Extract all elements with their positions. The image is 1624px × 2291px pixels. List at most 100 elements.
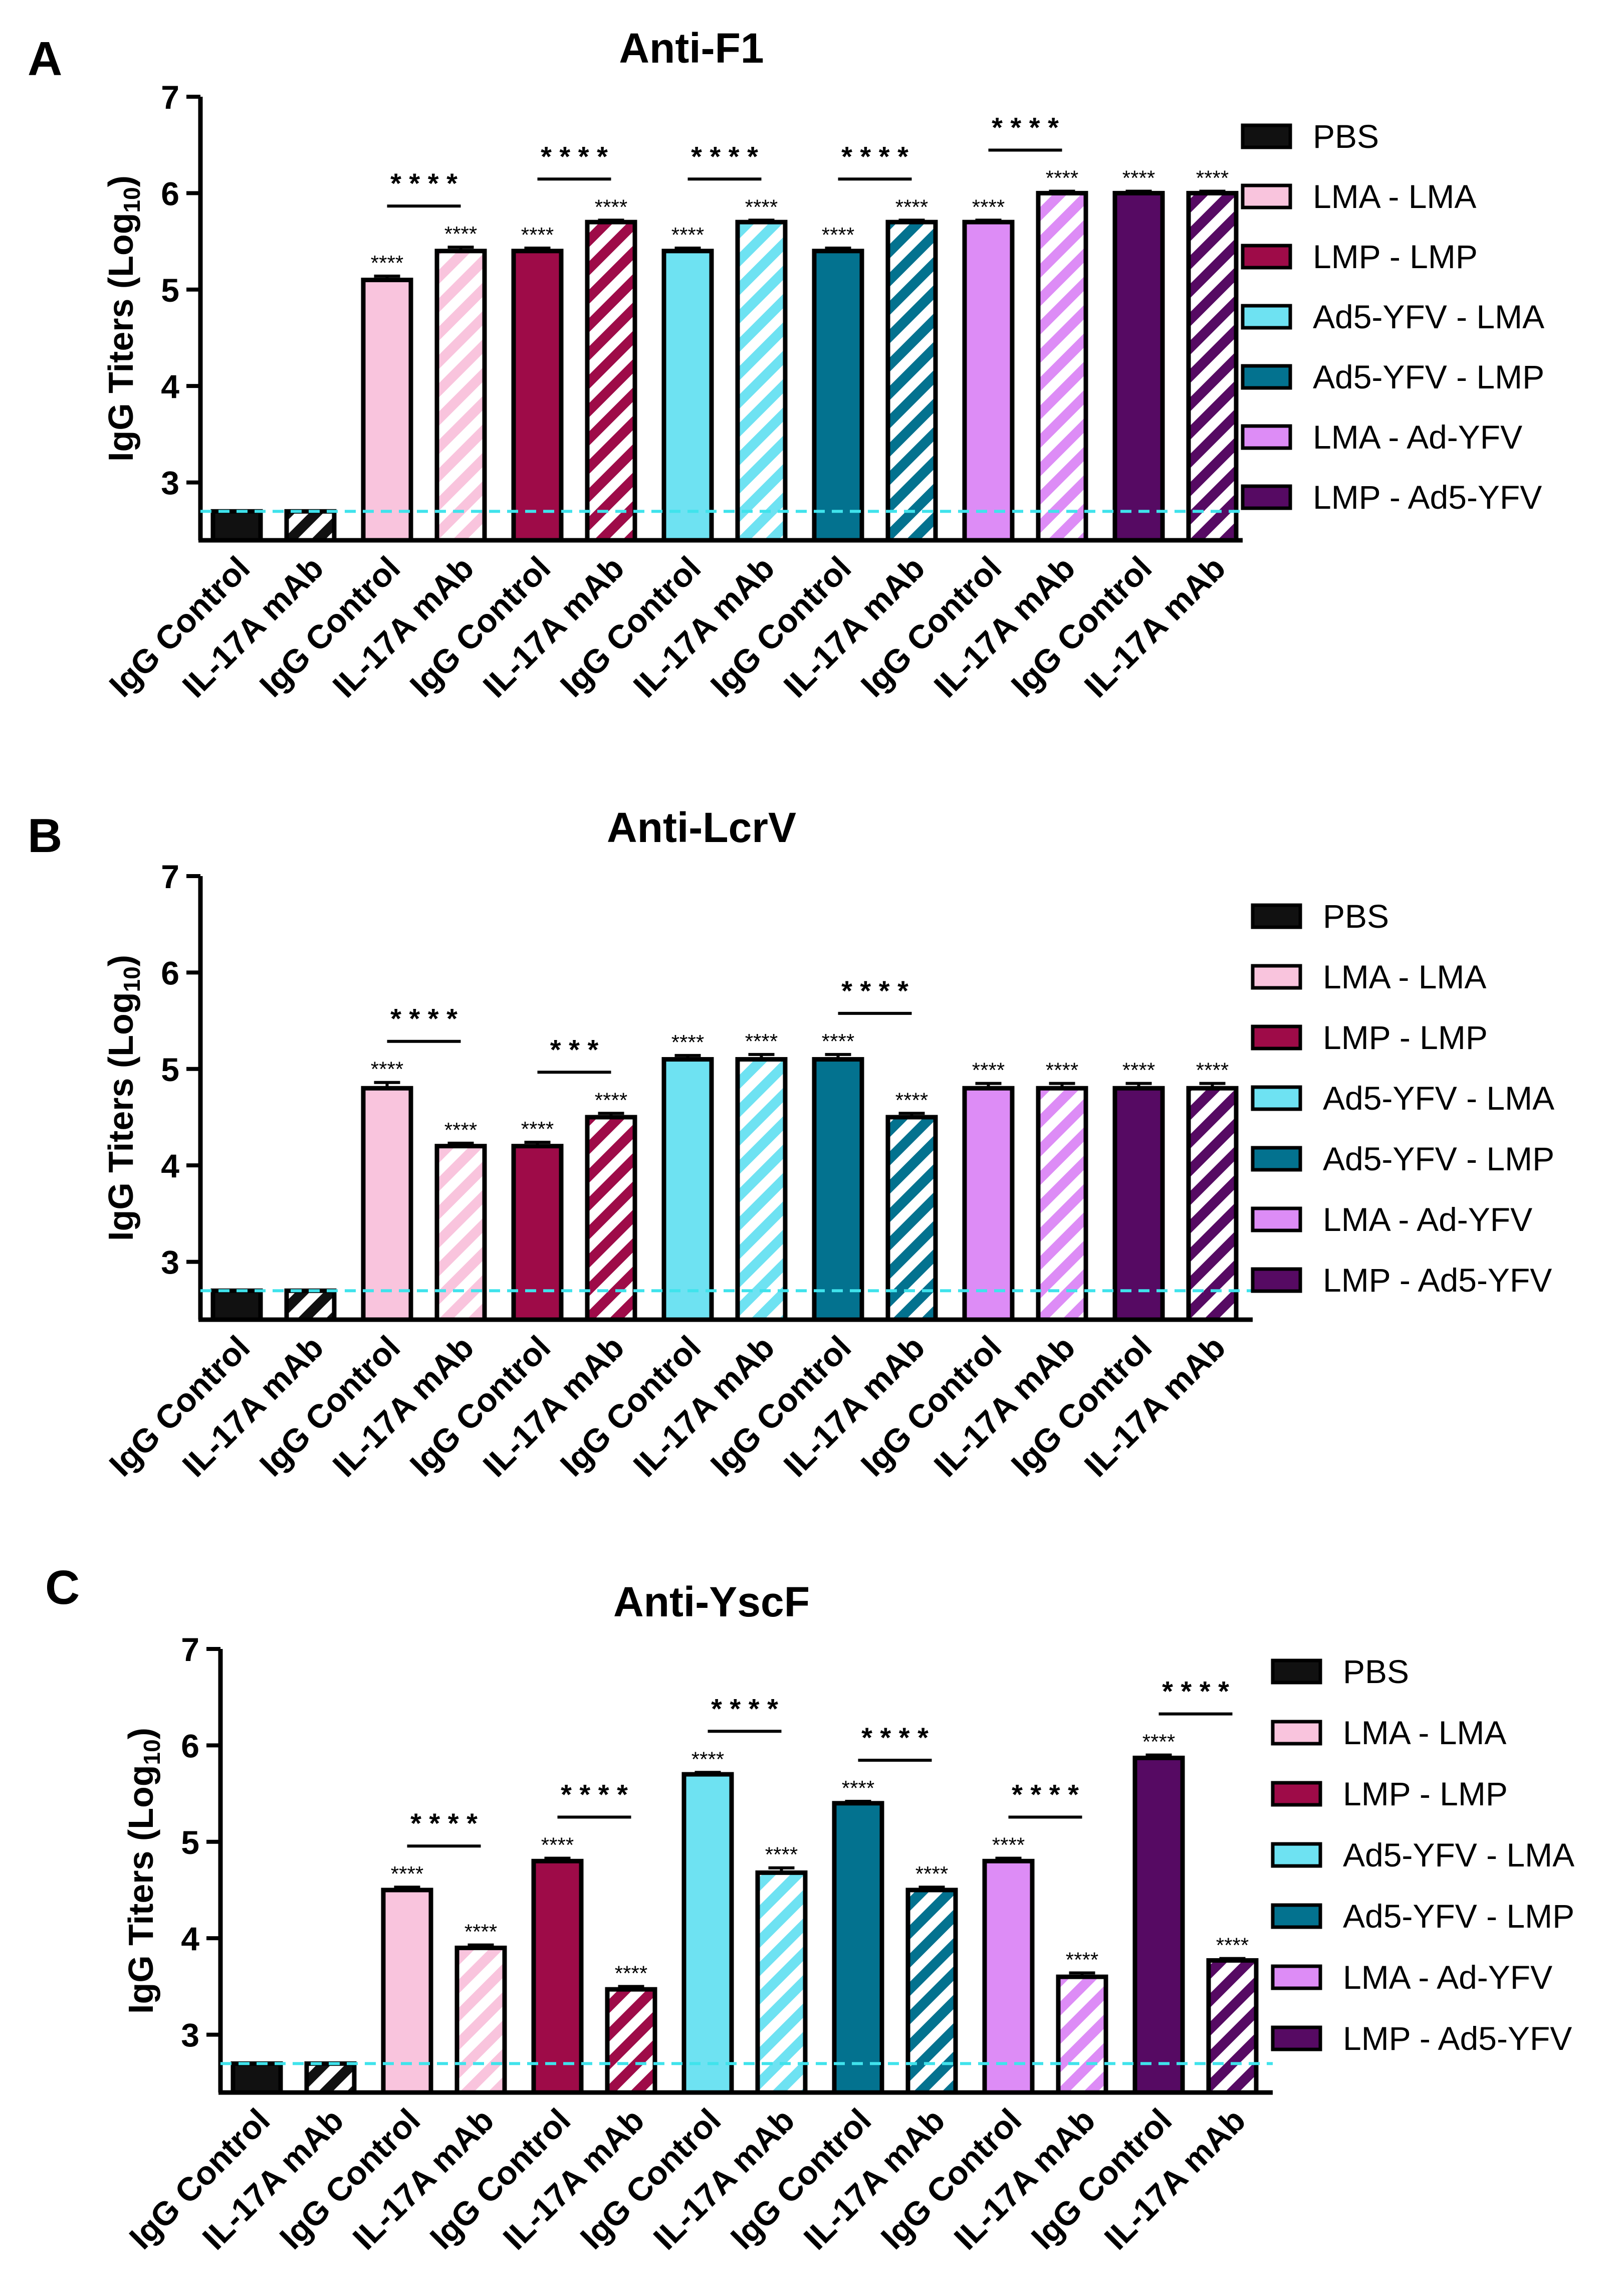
- comparison-significance: * * *: [550, 1033, 599, 1065]
- comparison-significance: * * * *: [410, 1807, 478, 1839]
- bar-significance: ****: [541, 1833, 574, 1856]
- y-axis-label: IgG Titers (Log10): [121, 1728, 165, 2014]
- comparison-significance: * * * *: [1162, 1676, 1229, 1707]
- y-tick-label: 5: [181, 1824, 199, 1861]
- legend-swatch: [1251, 1146, 1302, 1172]
- legend-label: LMA - LMA: [1313, 178, 1476, 215]
- y-tick-label: 4: [161, 1147, 179, 1184]
- comparison-significance: * * * *: [390, 1003, 457, 1034]
- legend-label: LMP - Ad5-YFV: [1313, 479, 1542, 516]
- bar-significance: ****: [465, 1920, 497, 1944]
- bar: [1036, 1086, 1088, 1322]
- chart-title: Anti-F1: [619, 25, 764, 72]
- panel-a: A Anti-F1 IgG Titers (Log10) 3 4 5 6 7 **** **** *…: [28, 25, 1544, 704]
- legend-label: LMA - LMA: [1343, 1714, 1506, 1751]
- legend-label: LMA - Ad-YFV: [1343, 1959, 1552, 1996]
- bar-significance: ****: [895, 1088, 928, 1112]
- y-tick-label: 7: [161, 79, 179, 116]
- legend-swatch: [1251, 964, 1302, 990]
- bar: [361, 278, 413, 543]
- y-tick-label: 5: [161, 1051, 179, 1088]
- bar-significance: ****: [1196, 1059, 1229, 1082]
- bar: [531, 1858, 584, 2095]
- bar: [361, 1086, 413, 1322]
- y-tick-label: 6: [161, 954, 179, 991]
- panel-letter: B: [28, 809, 62, 863]
- y-tick-label: 4: [181, 1920, 199, 1957]
- legend-label: LMP - LMP: [1323, 1019, 1488, 1056]
- bar-significance: ****: [1122, 166, 1155, 190]
- y-tick-label: 6: [161, 175, 179, 212]
- legend-label: Ad5-YFV - LMA: [1313, 298, 1544, 335]
- bar-significance: ****: [615, 1961, 647, 1985]
- bar: [511, 1144, 564, 1322]
- bar: [812, 249, 864, 543]
- bar: [661, 1057, 714, 1322]
- bar: [304, 2061, 357, 2095]
- bar: [1112, 1086, 1165, 1322]
- bar-significance: ****: [1122, 1059, 1155, 1082]
- comparison-significance: * * * *: [561, 1778, 628, 1810]
- bar-significance: ****: [1216, 1934, 1249, 1957]
- y-tick-label: 7: [161, 858, 179, 895]
- bar: [210, 1288, 263, 1322]
- legend-swatch: [1271, 1903, 1322, 1929]
- y-tick-label: 6: [181, 1727, 199, 1764]
- y-tick-label: 7: [181, 1631, 199, 1668]
- bar-significance: ****: [1046, 1059, 1078, 1082]
- bar: [434, 1144, 487, 1322]
- bar-significance: ****: [972, 195, 1005, 219]
- bar: [1112, 190, 1165, 543]
- bar-significance: ****: [822, 223, 854, 247]
- bar-significance: ****: [444, 1118, 477, 1142]
- bar: [982, 1858, 1035, 2095]
- bar-significance: ****: [671, 1030, 704, 1054]
- panel-letter: A: [28, 32, 62, 86]
- legend-label: PBS: [1323, 898, 1389, 935]
- legend-swatch: [1271, 1964, 1322, 1990]
- bar-significance: ****: [822, 1029, 854, 1053]
- bar: [511, 249, 564, 543]
- bar: [230, 2061, 283, 2095]
- legend-swatch: [1251, 903, 1302, 929]
- legend-swatch: [1271, 1842, 1322, 1868]
- bar: [454, 1945, 507, 2095]
- bar: [735, 220, 788, 543]
- legend-label: LMP - LMP: [1313, 238, 1478, 275]
- bar-significance: ****: [371, 251, 403, 275]
- comparison-significance: * * * *: [541, 140, 608, 172]
- legend-swatch: [1271, 2025, 1322, 2051]
- legend-swatch: [1241, 244, 1292, 270]
- bar-significance: ****: [671, 223, 704, 247]
- legend-label: LMA - LMA: [1323, 958, 1486, 995]
- legend-swatch: [1271, 1658, 1322, 1685]
- bar-significance: ****: [595, 1088, 627, 1112]
- y-tick-label: 5: [161, 272, 179, 309]
- bar: [661, 249, 714, 543]
- legend-label: Ad5-YFV - LMP: [1323, 1140, 1554, 1177]
- legend-label: LMP - LMP: [1343, 1775, 1508, 1812]
- comparison-significance: * * * *: [711, 1693, 778, 1724]
- bar: [755, 1870, 808, 2095]
- bar: [905, 1888, 958, 2095]
- legend-label: LMA - Ad-YFV: [1313, 419, 1522, 456]
- legend-label: LMP - Ad5-YFV: [1323, 1262, 1552, 1299]
- bar-significance: ****: [972, 1059, 1005, 1082]
- bar-significance: ****: [842, 1776, 874, 1800]
- bar-significance: ****: [521, 223, 554, 247]
- bar: [381, 1888, 433, 2095]
- legend-label: Ad5-YFV - LMP: [1343, 1898, 1574, 1935]
- bar: [284, 1288, 337, 1322]
- legend-swatch: [1251, 1206, 1302, 1232]
- legend-label: PBS: [1343, 1653, 1409, 1690]
- bar: [1056, 1974, 1108, 2095]
- bar: [681, 1772, 734, 2095]
- bar-significance: ****: [691, 1747, 724, 1771]
- comparison-significance: * * * *: [992, 112, 1059, 143]
- legend-label: Ad5-YFV - LMA: [1323, 1080, 1554, 1117]
- bar: [885, 220, 938, 543]
- y-axis-label: IgG Titers (Log10): [101, 175, 145, 462]
- y-axis-label: IgG Titers (Log10): [101, 955, 145, 1241]
- legend-swatch: [1241, 123, 1292, 149]
- legend-swatch: [1241, 364, 1292, 390]
